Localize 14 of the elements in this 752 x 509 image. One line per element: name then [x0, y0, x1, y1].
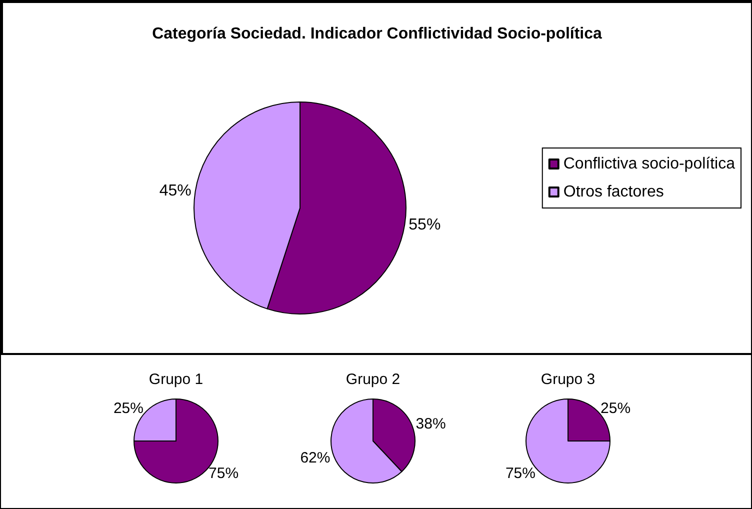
- data-label: 62%: [300, 449, 330, 466]
- chart-title: Grupo 1: [148, 371, 204, 388]
- data-label: 25%: [600, 400, 631, 417]
- data-label: 45%: [159, 182, 192, 200]
- chart-title: Categoría Sociedad. Indicador Conflictividad Socio-política: [152, 26, 602, 42]
- legend-label: Conflictiva socio-política: [563, 156, 736, 172]
- data-label: 25%: [113, 400, 144, 417]
- data-label: 75%: [208, 465, 239, 482]
- legend-label: Otros factores: [563, 184, 664, 200]
- data-label: 55%: [408, 216, 441, 234]
- chart-title: Grupo 3: [540, 371, 596, 388]
- data-label: 38%: [416, 416, 446, 433]
- data-label: 75%: [505, 465, 536, 482]
- chart-title: Grupo 2: [346, 371, 400, 388]
